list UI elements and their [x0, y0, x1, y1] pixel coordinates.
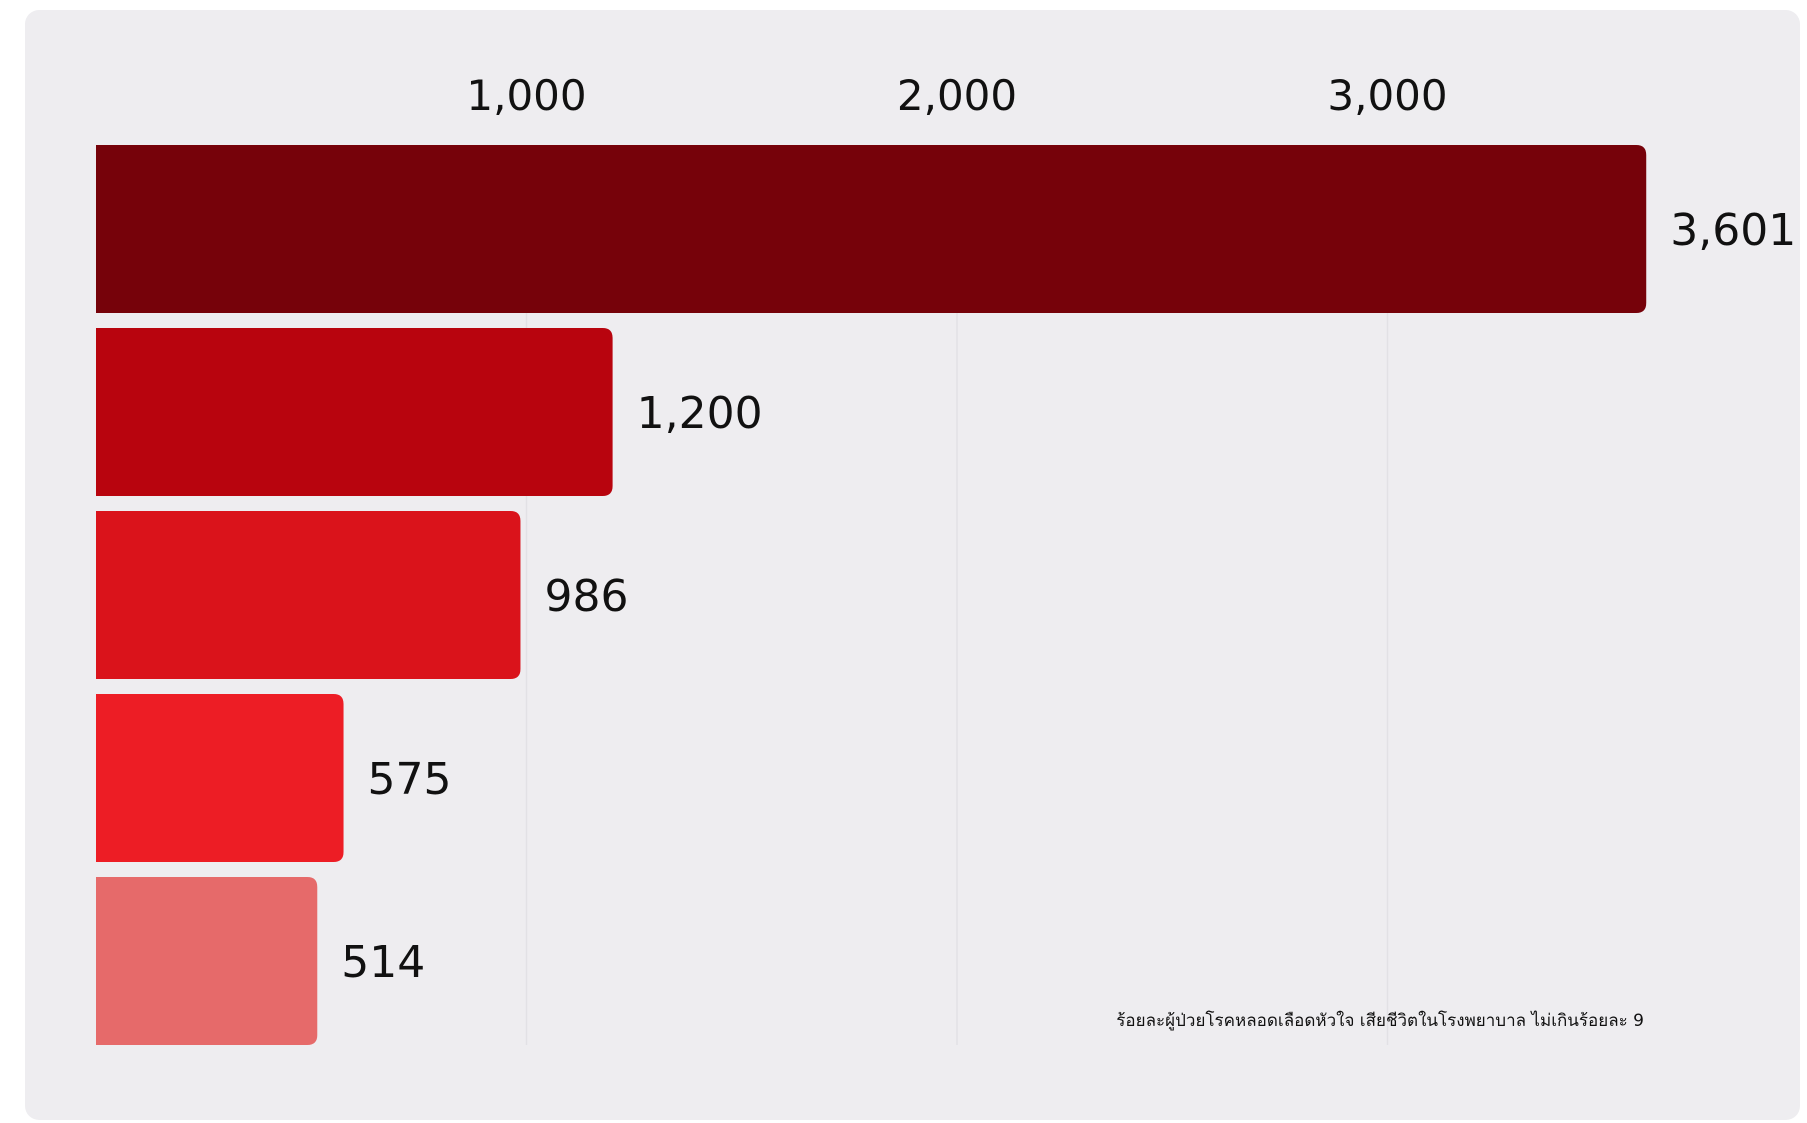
bar-value-label: 3,601	[1670, 205, 1796, 256]
bar	[96, 145, 1647, 313]
x-axis-ticks: 1,000 2,000 3,000	[466, 71, 1447, 120]
x-tick-label: 1,000	[466, 71, 586, 120]
bar-value-label: 986	[544, 571, 628, 622]
bar	[96, 511, 521, 679]
bar	[96, 328, 613, 496]
bar-value-label: 514	[341, 937, 425, 988]
value-labels: 3,601 1,200 986 575 514	[341, 205, 1796, 988]
chart-annotation: ร้อยละผู้ป่วยโรคหลอดเลือดหัวใจ เสียชีวิต…	[1116, 1011, 1644, 1031]
x-tick-label: 3,000	[1327, 71, 1447, 120]
bar-value-label: 1,200	[637, 388, 763, 439]
bars	[96, 145, 1647, 1045]
bar	[96, 694, 344, 862]
bar-value-label: 575	[368, 754, 452, 805]
x-tick-label: 2,000	[897, 71, 1017, 120]
bar	[96, 877, 318, 1045]
